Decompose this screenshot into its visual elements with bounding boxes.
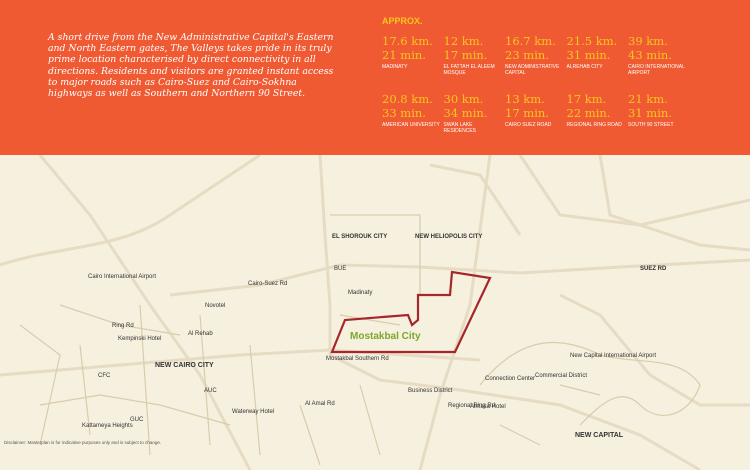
destination: 17 km. 22 min. REGIONAL RING ROAD	[567, 92, 627, 128]
map-label: Commercial District	[535, 373, 587, 379]
destination: 21.5 km. 31 min. ALREHAB CITY	[567, 34, 627, 70]
travel-time: 33 min.	[382, 106, 426, 120]
map-label: NEW CAPITAL	[575, 432, 624, 439]
destination-name: ALREHAB CITY	[566, 64, 603, 70]
map-label: Novotel	[205, 303, 225, 309]
road	[318, 155, 332, 355]
street	[19, 304, 261, 456]
travel-time: 17 min.	[443, 48, 488, 62]
street	[299, 214, 421, 466]
destination-name: CAIRO INTERNATIONAL AIRPORT	[628, 64, 685, 76]
destination: 20.8 km. 33 min. AMERICAN UNIVERSITY	[382, 92, 442, 128]
distance: 39 km.	[628, 34, 668, 48]
map-label: NEW CAIRO CITY	[155, 362, 214, 369]
destination-name: REGIONAL RING ROAD	[566, 122, 622, 128]
disclaimer: Disclaimer: Masterplan is for indicative…	[4, 440, 161, 445]
intro-paragraph: A short drive from the New Administrativ…	[48, 32, 334, 100]
map-label: Almasa Hotel	[470, 404, 506, 410]
distance: 17.6 km.	[382, 34, 433, 48]
road	[418, 155, 492, 470]
header-band: A short drive from the New Administrativ…	[0, 0, 750, 155]
map-label: EL SHOROUK CITY	[332, 234, 387, 240]
destination-name: NEW ADMINISTRATIVE CAPITAL	[505, 64, 560, 76]
travel-time: 31 min.	[566, 48, 611, 62]
map-label: New Capital International Airport	[570, 353, 656, 359]
destination-name: SWAN LAKE RESIDENCES	[443, 122, 477, 134]
road	[559, 293, 750, 407]
destination: 12 km. 17 min. EL FATTAH EL ALEEM MOSQUE	[444, 34, 504, 76]
map-label: Mostakbal Southern Rd	[326, 356, 389, 362]
travel-time: 43 min.	[628, 48, 672, 62]
map-label: CFC	[98, 373, 111, 379]
road	[429, 163, 522, 236]
road	[0, 348, 481, 377]
approx-label: APPROX.	[382, 16, 423, 26]
destination-name: EL FATTAH EL ALEEM MOSQUE	[443, 64, 495, 76]
map-label: Madinaty	[348, 290, 372, 296]
map-label: Business District	[408, 388, 453, 394]
map-label: Cairo International Airport	[88, 274, 156, 280]
map-label: Al Amal Rd	[305, 401, 335, 407]
distance: 17 km.	[566, 92, 607, 106]
destination: 16.7 km. 23 min. NEW ADMINISTRATIVE CAPITA…	[505, 34, 565, 76]
map-label: NEW HELIOPOLIS CITY	[415, 234, 482, 240]
road	[329, 353, 701, 470]
street	[479, 341, 701, 446]
map-label: Connection Center	[485, 376, 535, 382]
map-label: GUC	[130, 417, 144, 423]
distance: 13 km.	[505, 92, 545, 106]
map-label: Kattameya Heights	[82, 423, 133, 429]
destination-name: MADINATY	[382, 64, 408, 70]
travel-time: 31 min.	[628, 106, 672, 120]
map-label: Regional Ring Rd	[448, 403, 495, 409]
distance: 16.7 km.	[505, 34, 556, 48]
map-label: AUC	[204, 388, 217, 394]
map-label: Ring Rd	[112, 323, 134, 329]
map-label: Cairo-Suez Rd	[248, 281, 287, 287]
destination: 17.6 km. 21 min. MADINATY	[382, 34, 442, 70]
map: EL SHOROUK CITY NEW HELIOPOLIS CITY BUE …	[0, 155, 750, 470]
destination: 39 km. 43 min. CAIRO INTERNATIONAL AIRPORT	[628, 34, 688, 76]
map-label: Mostakbal City	[350, 331, 421, 342]
destination: 13 km. 17 min. CAIRO SUEZ ROAD	[505, 92, 565, 128]
destination: 21 km. 31 min. SOUTH 90 STREET	[628, 92, 688, 128]
destination-name: AMERICAN UNIVERSITY	[382, 122, 440, 128]
travel-time: 21 min.	[382, 48, 426, 62]
road	[598, 155, 750, 252]
map-label: Waterway Hotel	[232, 409, 274, 415]
travel-time: 22 min.	[566, 106, 611, 120]
road	[0, 155, 261, 267]
distance: 30 km.	[443, 92, 484, 106]
distance: 21 km.	[628, 92, 668, 106]
map-label: Kempinski Hotel	[118, 336, 161, 342]
map-label: Al Rehab	[188, 331, 213, 337]
travel-time: 23 min.	[505, 48, 549, 62]
destination-name: SOUTH 90 STREET	[628, 122, 674, 128]
destination-name: CAIRO SUEZ ROAD	[505, 122, 552, 128]
road	[38, 155, 252, 470]
distance: 12 km.	[443, 34, 484, 48]
map-label: SUEZ RD	[640, 266, 667, 272]
destination: 30 km. 34 min. SWAN LAKE RESIDENCES	[444, 92, 504, 134]
map-label: BUE	[334, 266, 346, 272]
distance: 21.5 km.	[566, 34, 618, 48]
travel-time: 17 min.	[505, 106, 549, 120]
travel-time: 34 min.	[443, 106, 488, 120]
mostakbal-city-boundary	[330, 270, 492, 354]
road	[518, 155, 750, 227]
labels: EL SHOROUK CITY NEW HELIOPOLIS CITY BUE …	[4, 234, 667, 445]
distance: 20.8 km.	[382, 92, 433, 106]
